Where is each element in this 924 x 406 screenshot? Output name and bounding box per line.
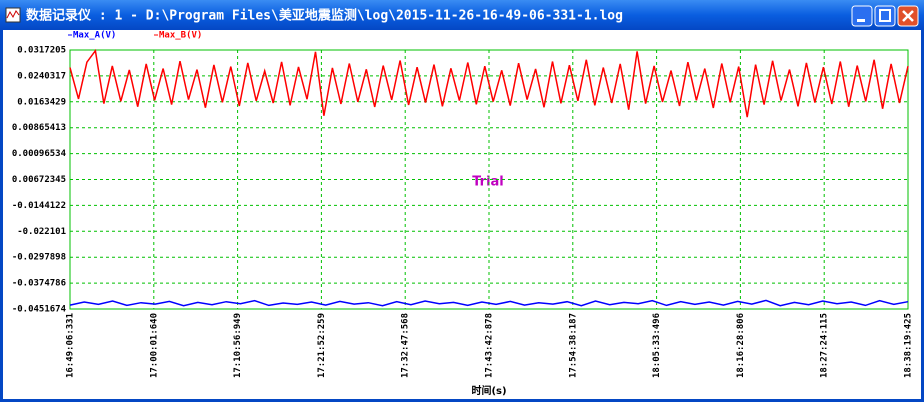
watermark: Trial (472, 175, 504, 190)
x-tick-label: 17:10:56:949 (233, 313, 243, 378)
y-tick-label: 0.00672345 (12, 175, 66, 185)
x-tick-label: 17:43:42:878 (485, 313, 495, 378)
y-tick-label: 0.00865413 (12, 123, 66, 133)
x-tick-label: 17:54:38:187 (568, 313, 578, 378)
x-tick-label: 17:32:47:568 (401, 313, 411, 378)
y-tick-label: 0.0240317 (17, 71, 66, 81)
y-tick-label: -0.0374786 (12, 279, 66, 289)
x-tick-label: 18:05:33:496 (652, 313, 662, 378)
close-button[interactable] (897, 5, 919, 27)
series-line (69, 299, 909, 307)
y-tick-label: 0.00096534 (12, 149, 67, 159)
minimize-button[interactable] (851, 5, 873, 27)
y-tick-label: -0.0144122 (12, 201, 66, 211)
x-axis-title: 时间(s) (471, 384, 506, 397)
window-title: 数据记录仪 : 1 - D:\Program Files\美亚地震监测\log\… (26, 8, 623, 24)
x-tick-label: 17:00:01:640 (149, 313, 159, 378)
legend-label: Max_A(V) (73, 31, 116, 41)
x-tick-label: 18:38:19:425 (904, 313, 914, 378)
y-tick-label: -0.0297898 (12, 253, 66, 263)
app-icon-wave (6, 10, 20, 19)
y-tick-label: -0.0451674 (12, 305, 67, 315)
x-tick-label: 18:16:28:806 (736, 313, 746, 378)
legend-label: Max_B(V) (159, 31, 202, 41)
x-tick-label: 16:49:06:331 (66, 313, 76, 378)
x-tick-label: 17:21:52:259 (317, 313, 327, 378)
y-tick-label: 0.0163429 (17, 97, 66, 107)
y-tick-label: -0.022101 (17, 227, 66, 237)
maximize-button[interactable] (874, 5, 896, 27)
x-tick-label: 18:27:24:115 (820, 313, 830, 378)
y-tick-label: 0.0317205 (17, 46, 66, 56)
series-line (69, 48, 909, 118)
title-bar (0, 0, 924, 30)
